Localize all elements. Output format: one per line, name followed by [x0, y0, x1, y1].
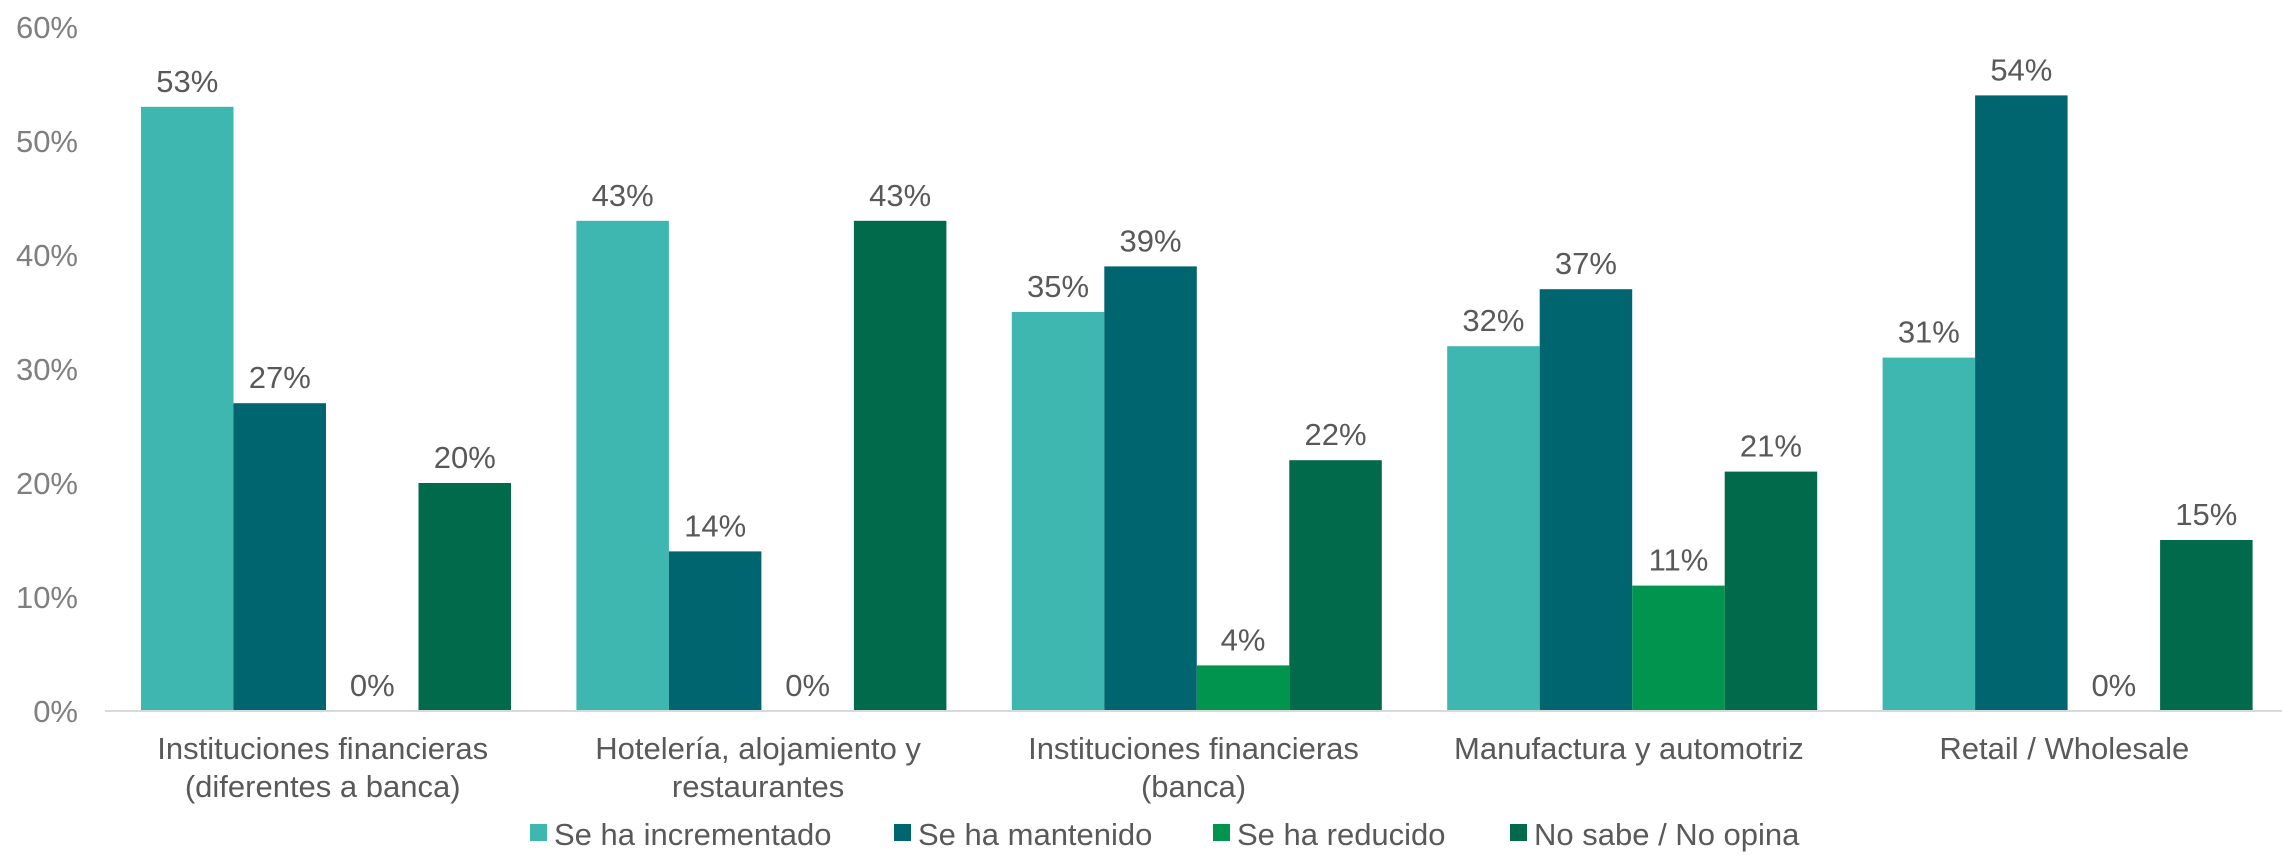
- bar: [1196, 665, 1290, 711]
- data-label: 0%: [785, 668, 830, 703]
- data-label: 35%: [1027, 269, 1089, 304]
- y-tick-label: 50%: [16, 124, 78, 159]
- data-label: 27%: [249, 360, 311, 395]
- data-label: 53%: [156, 64, 218, 99]
- category-label: Manufactura y automotriz: [1454, 731, 1804, 766]
- bar: [1632, 585, 1725, 711]
- category-label: Retail / Wholesale: [1939, 731, 2189, 766]
- data-label: 37%: [1555, 246, 1617, 281]
- bar: [1975, 95, 2068, 711]
- bar: [1289, 460, 1382, 711]
- y-tick-label: 0%: [33, 694, 78, 729]
- data-label: 15%: [2175, 497, 2237, 532]
- category-label: Instituciones financieras: [1028, 731, 1359, 766]
- data-label: 22%: [1305, 417, 1367, 452]
- y-tick-label: 60%: [16, 10, 78, 45]
- bar: [1539, 289, 1633, 711]
- category-label: Hotelería, alojamiento y: [595, 731, 921, 766]
- data-label: 39%: [1120, 223, 1182, 258]
- y-tick-label: 10%: [16, 580, 78, 615]
- bar: [668, 551, 762, 711]
- data-label: 31%: [1898, 315, 1960, 350]
- bar: [2160, 540, 2253, 711]
- legend-swatch: [1213, 824, 1230, 841]
- legend-swatch: [1510, 824, 1527, 841]
- data-label: 32%: [1462, 303, 1524, 338]
- bar: [1882, 357, 1976, 711]
- category-label: (diferentes a banca): [185, 769, 461, 804]
- bar: [1447, 346, 1540, 711]
- legend-swatch: [530, 824, 547, 841]
- bar: [576, 220, 669, 712]
- data-label: 4%: [1221, 622, 1266, 657]
- category-label: restaurantes: [672, 769, 844, 804]
- data-label: 43%: [592, 178, 654, 213]
- bar: [233, 403, 326, 711]
- category-labels-group: Instituciones financieras(diferentes a b…: [157, 731, 2189, 804]
- bar: [418, 483, 511, 711]
- category-label: Instituciones financieras: [157, 731, 488, 766]
- y-tick-label: 30%: [16, 352, 78, 387]
- data-label: 20%: [434, 440, 496, 475]
- bar: [1724, 471, 1818, 711]
- legend-label: Se ha mantenido: [918, 817, 1152, 852]
- legend-label: Se ha reducido: [1237, 817, 1446, 852]
- bar: [853, 220, 947, 712]
- legend-swatch: [894, 824, 911, 841]
- bars-group: [141, 95, 2253, 712]
- data-label: 11%: [1649, 543, 1709, 578]
- category-label: (banca): [1141, 769, 1246, 804]
- legend: Se ha incrementado Se ha mantenido Se ha r…: [530, 817, 1800, 852]
- data-label: 54%: [1990, 52, 2052, 87]
- legend-label: Se ha incrementado: [554, 817, 831, 852]
- bar: [1104, 266, 1197, 711]
- data-label: 0%: [2091, 668, 2136, 703]
- y-tick-label: 40%: [16, 238, 78, 273]
- y-tick-label: 20%: [16, 466, 78, 501]
- bar: [1011, 312, 1105, 711]
- data-label: 43%: [869, 178, 931, 213]
- data-label: 0%: [350, 668, 395, 703]
- data-label: 21%: [1740, 429, 1802, 464]
- data-label: 14%: [684, 508, 746, 543]
- bar: [141, 106, 234, 712]
- data-labels-group: 53% 27% 0% 20% 43% 14% 0% 43% 35% 39% 4% 22% 32% 37% 1…: [156, 52, 2237, 703]
- legend-label: No sabe / No opina: [1534, 817, 1800, 852]
- y-axis-ticks: 0% 10% 20% 30% 40% 50% 60%: [16, 10, 78, 729]
